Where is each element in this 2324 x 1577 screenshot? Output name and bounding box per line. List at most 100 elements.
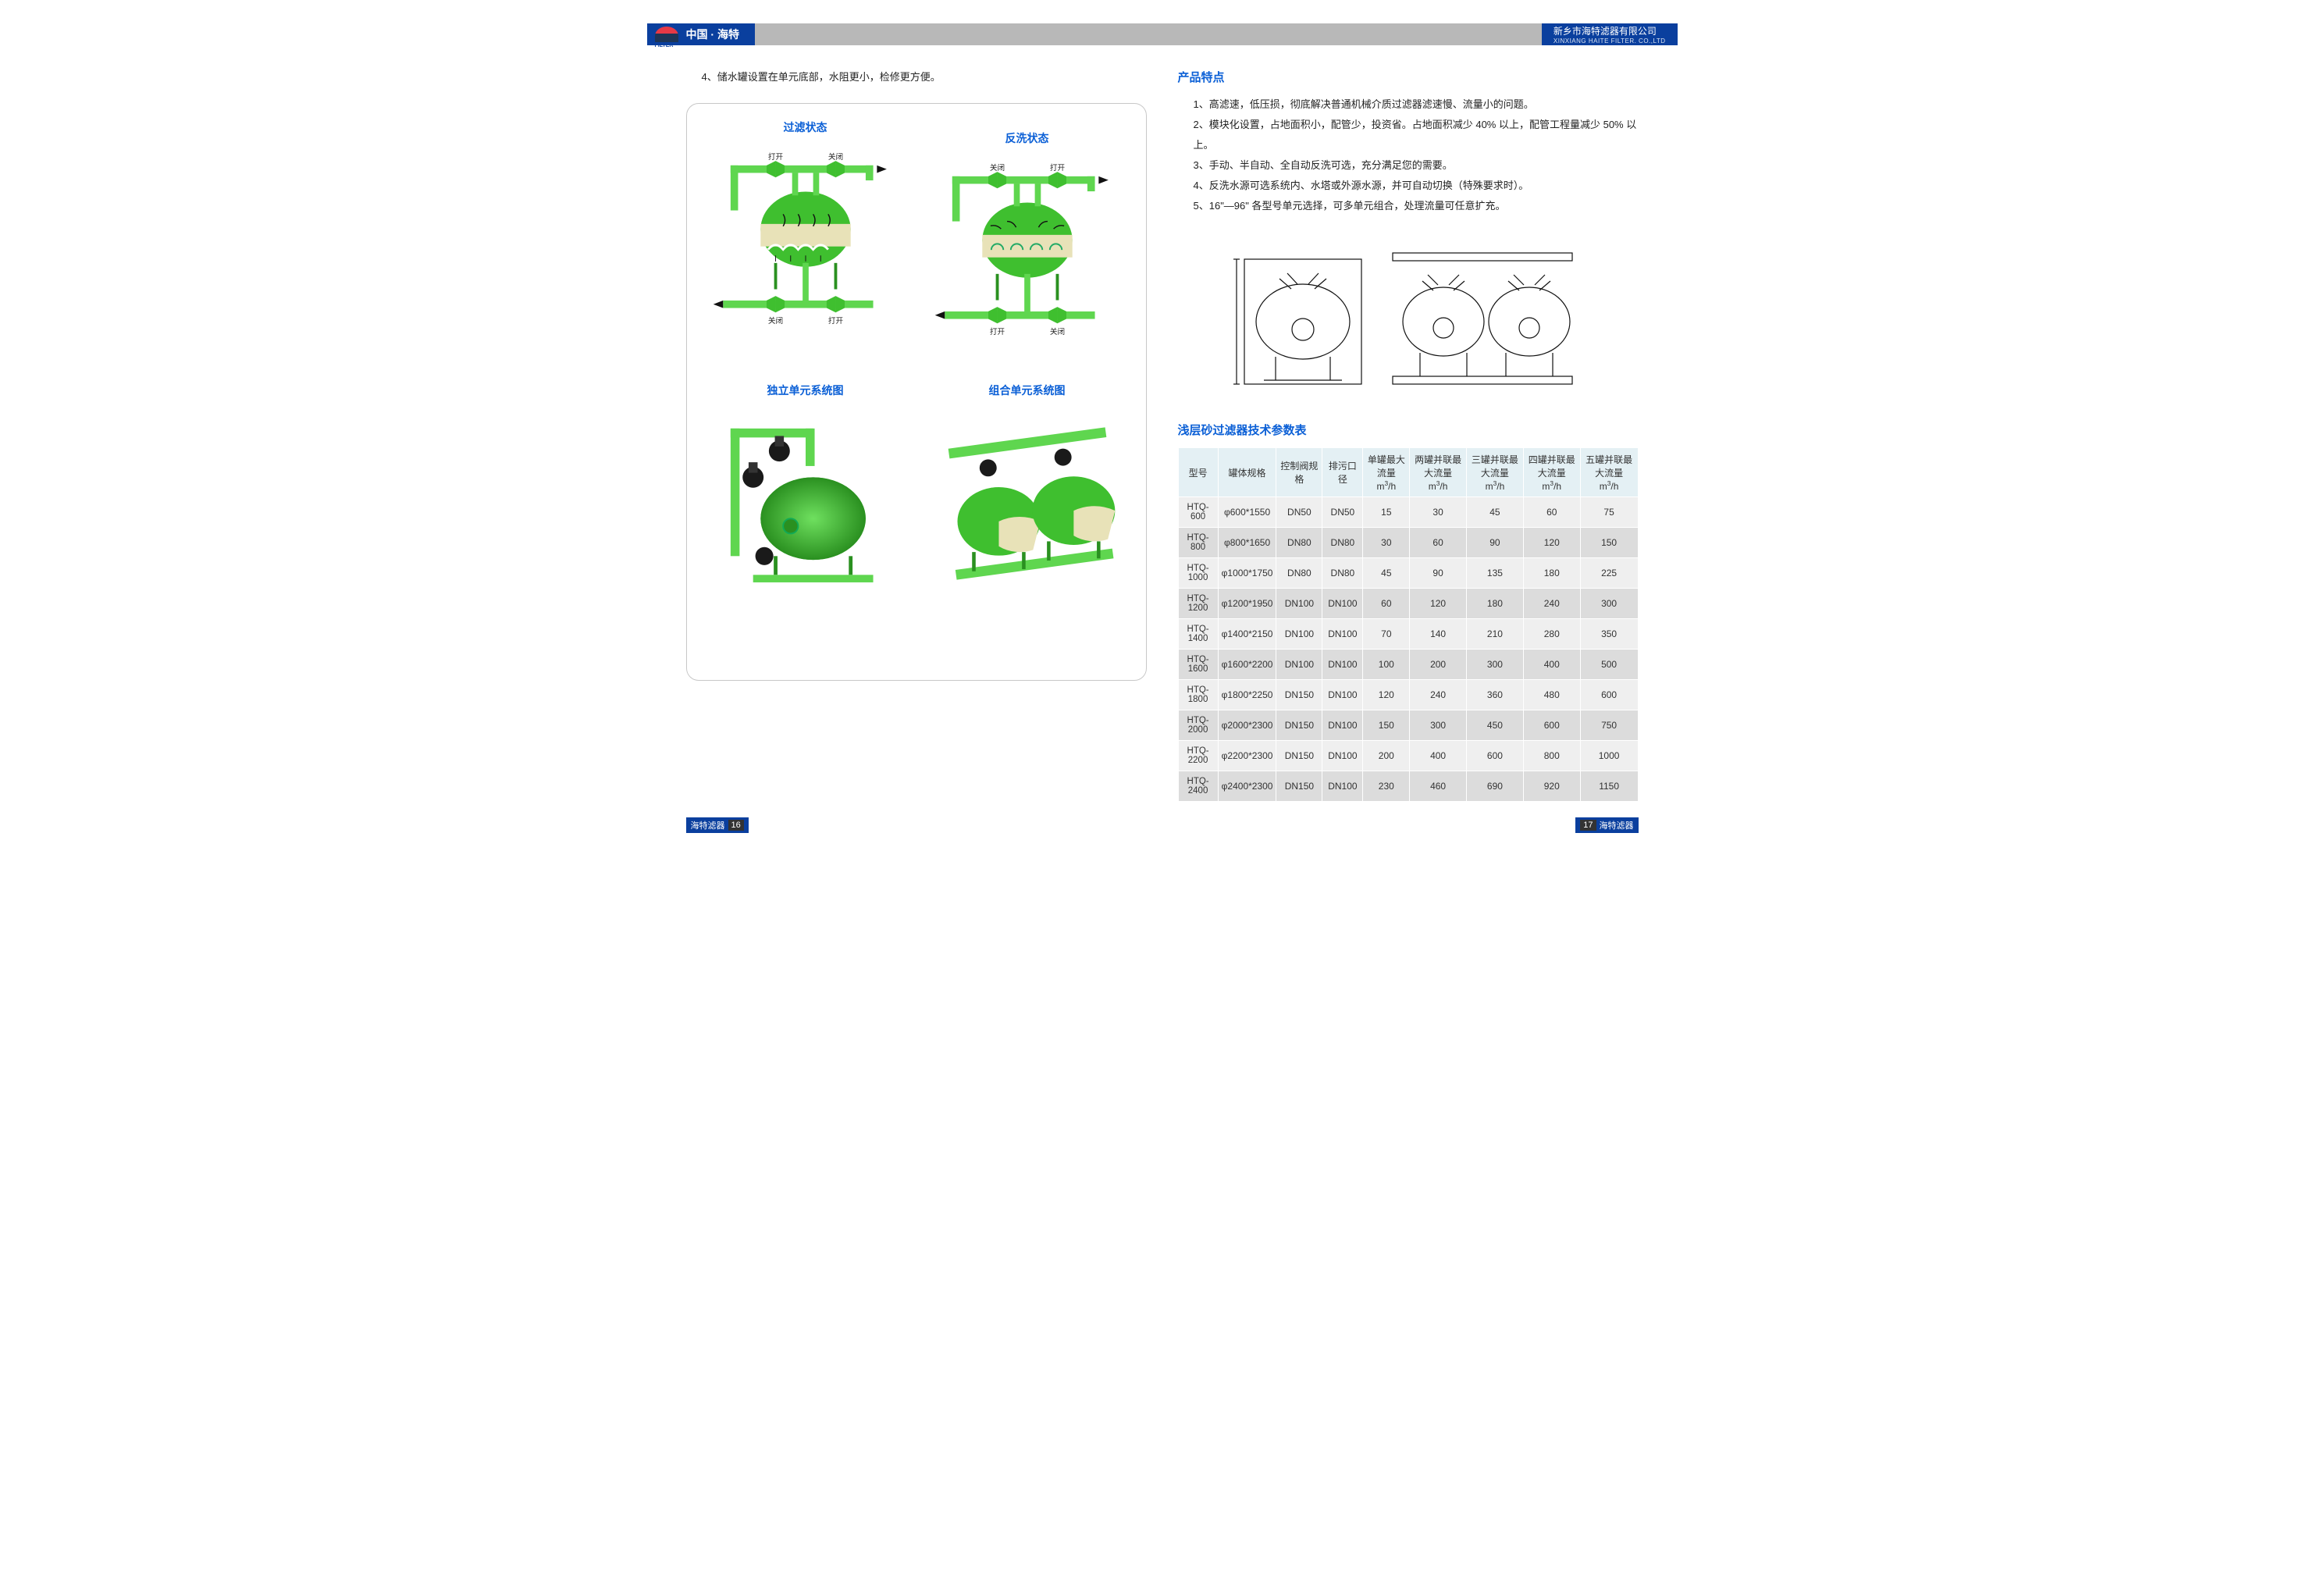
company-name-en: XINXIANG HAITE FILTER. CO.,LTD: [1553, 37, 1666, 44]
table-cell: 1150: [1580, 771, 1638, 802]
table-cell: 30: [1410, 497, 1467, 528]
table-cell: 100: [1363, 650, 1410, 680]
table-cell: DN150: [1276, 741, 1322, 771]
feature-item: 4、反洗水源可选系统内、水塔或外源水源，并可自动切换（特殊要求时）。: [1194, 176, 1639, 196]
table-cell: 60: [1363, 589, 1410, 619]
header-bar: FILTER 中国 · 海特 新乡市海特滤器有限公司 XINXIANG HAIT…: [647, 23, 1678, 45]
table-row: HTQ-2000φ2000*2300DN150DN100150300450600…: [1178, 710, 1638, 741]
table-cell: 240: [1410, 680, 1467, 710]
table-cell: 210: [1467, 619, 1524, 650]
header-right: 新乡市海特滤器有限公司 XINXIANG HAITE FILTER. CO.,L…: [1542, 23, 1678, 45]
table-cell: DN50: [1322, 497, 1363, 528]
table-cell: DN100: [1276, 619, 1322, 650]
table-cell: HTQ-2000: [1178, 710, 1218, 741]
table-cell: HTQ-1400: [1178, 619, 1218, 650]
table-cell: 500: [1580, 650, 1638, 680]
table-cell: DN150: [1276, 710, 1322, 741]
feature-list: 1、高滤速，低压损，彻底解决普通机械介质过滤器滤速慢、流量小的问题。 2、模块化…: [1178, 94, 1639, 216]
table-cell: 200: [1363, 741, 1410, 771]
diagram-combo-unit: [920, 406, 1134, 601]
table-cell: DN80: [1276, 558, 1322, 589]
footer-right: 17海特滤器: [1575, 817, 1638, 833]
title-combo-unit: 组合单元系统图: [920, 383, 1134, 398]
intro-line-4: 4、储水罐设置在单元底部，水阻更小，检修更方便。: [686, 69, 1147, 84]
table-cell: HTQ-600: [1178, 497, 1218, 528]
table-header: 罐体规格: [1218, 448, 1276, 497]
table-cell: DN80: [1322, 528, 1363, 558]
table-cell: 460: [1410, 771, 1467, 802]
table-header: 单罐最大流量m3/h: [1363, 448, 1410, 497]
svg-text:关闭: 关闭: [827, 152, 842, 162]
feature-item: 3、手动、半自动、全自动反洗可选，充分满足您的需要。: [1194, 155, 1639, 176]
table-cell: 140: [1410, 619, 1467, 650]
table-cell: DN100: [1276, 589, 1322, 619]
title-backwash-state: 反洗状态: [920, 130, 1134, 146]
table-cell: 300: [1410, 710, 1467, 741]
table-cell: φ600*1550: [1218, 497, 1276, 528]
feature-item: 2、模块化设置，占地面积小，配管少，投资省。占地面积减少 40% 以上，配管工程…: [1194, 115, 1639, 155]
table-cell: DN100: [1322, 710, 1363, 741]
table-cell: φ1400*2150: [1218, 619, 1276, 650]
table-cell: 180: [1467, 589, 1524, 619]
table-cell: 225: [1580, 558, 1638, 589]
table-cell: 350: [1580, 619, 1638, 650]
table-cell: 750: [1580, 710, 1638, 741]
table-cell: 90: [1410, 558, 1467, 589]
table-cell: 800: [1523, 741, 1580, 771]
table-title: 浅层砂过滤器技术参数表: [1178, 422, 1639, 438]
table-header: 三罐并联最大流量m3/h: [1467, 448, 1524, 497]
header-left: FILTER 中国 · 海特: [647, 23, 755, 45]
table-cell: φ1200*1950: [1218, 589, 1276, 619]
table-row: HTQ-600φ600*1550DN50DN501530456075: [1178, 497, 1638, 528]
brand-name: 中国 · 海特: [686, 27, 739, 42]
table-cell: φ2000*2300: [1218, 710, 1276, 741]
table-cell: 75: [1580, 497, 1638, 528]
table-cell: 150: [1363, 710, 1410, 741]
table-header: 控制阀规格: [1276, 448, 1322, 497]
table-cell: 70: [1363, 619, 1410, 650]
table-cell: DN100: [1322, 589, 1363, 619]
table-cell: 480: [1523, 680, 1580, 710]
table-cell: DN100: [1322, 771, 1363, 802]
table-cell: HTQ-800: [1178, 528, 1218, 558]
table-cell: φ1800*2250: [1218, 680, 1276, 710]
title-filter-state: 过滤状态: [699, 119, 913, 135]
table-cell: 920: [1523, 771, 1580, 802]
table-cell: DN100: [1322, 650, 1363, 680]
table-cell: φ2200*2300: [1218, 741, 1276, 771]
table-header: 两罐并联最大流量m3/h: [1410, 448, 1467, 497]
table-cell: 15: [1363, 497, 1410, 528]
technical-drawing: [1178, 236, 1639, 402]
table-header: 型号: [1178, 448, 1218, 497]
table-cell: DN100: [1322, 741, 1363, 771]
table-cell: 120: [1363, 680, 1410, 710]
svg-text:打开: 打开: [1049, 163, 1065, 173]
table-cell: 600: [1467, 741, 1524, 771]
table-cell: 30: [1363, 528, 1410, 558]
svg-text:关闭: 关闭: [1049, 327, 1064, 336]
table-cell: φ800*1650: [1218, 528, 1276, 558]
table-cell: 230: [1363, 771, 1410, 802]
table-header: 排污口径: [1322, 448, 1363, 497]
table-row: HTQ-1000φ1000*1750DN80DN804590135180225: [1178, 558, 1638, 589]
table-cell: 150: [1580, 528, 1638, 558]
table-cell: 60: [1523, 497, 1580, 528]
diagram-backwash-state: 关闭 打开: [920, 154, 1134, 349]
table-row: HTQ-1800φ1800*2250DN150DN100120240360480…: [1178, 680, 1638, 710]
table-cell: 690: [1467, 771, 1524, 802]
title-single-unit: 独立单元系统图: [699, 383, 913, 398]
table-cell: HTQ-2200: [1178, 741, 1218, 771]
table-cell: 1000: [1580, 741, 1638, 771]
company-name-cn: 新乡市海特滤器有限公司: [1553, 24, 1666, 37]
table-row: HTQ-1200φ1200*1950DN100DN100601201802403…: [1178, 589, 1638, 619]
table-cell: DN100: [1276, 650, 1322, 680]
table-header: 五罐并联最大流量m3/h: [1580, 448, 1638, 497]
diagram-filter-state: 打开 关闭: [699, 143, 913, 338]
table-cell: 45: [1467, 497, 1524, 528]
table-cell: φ1600*2200: [1218, 650, 1276, 680]
table-cell: 300: [1580, 589, 1638, 619]
table-cell: φ2400*2300: [1218, 771, 1276, 802]
table-cell: 90: [1467, 528, 1524, 558]
table-cell: 45: [1363, 558, 1410, 589]
table-cell: DN50: [1276, 497, 1322, 528]
